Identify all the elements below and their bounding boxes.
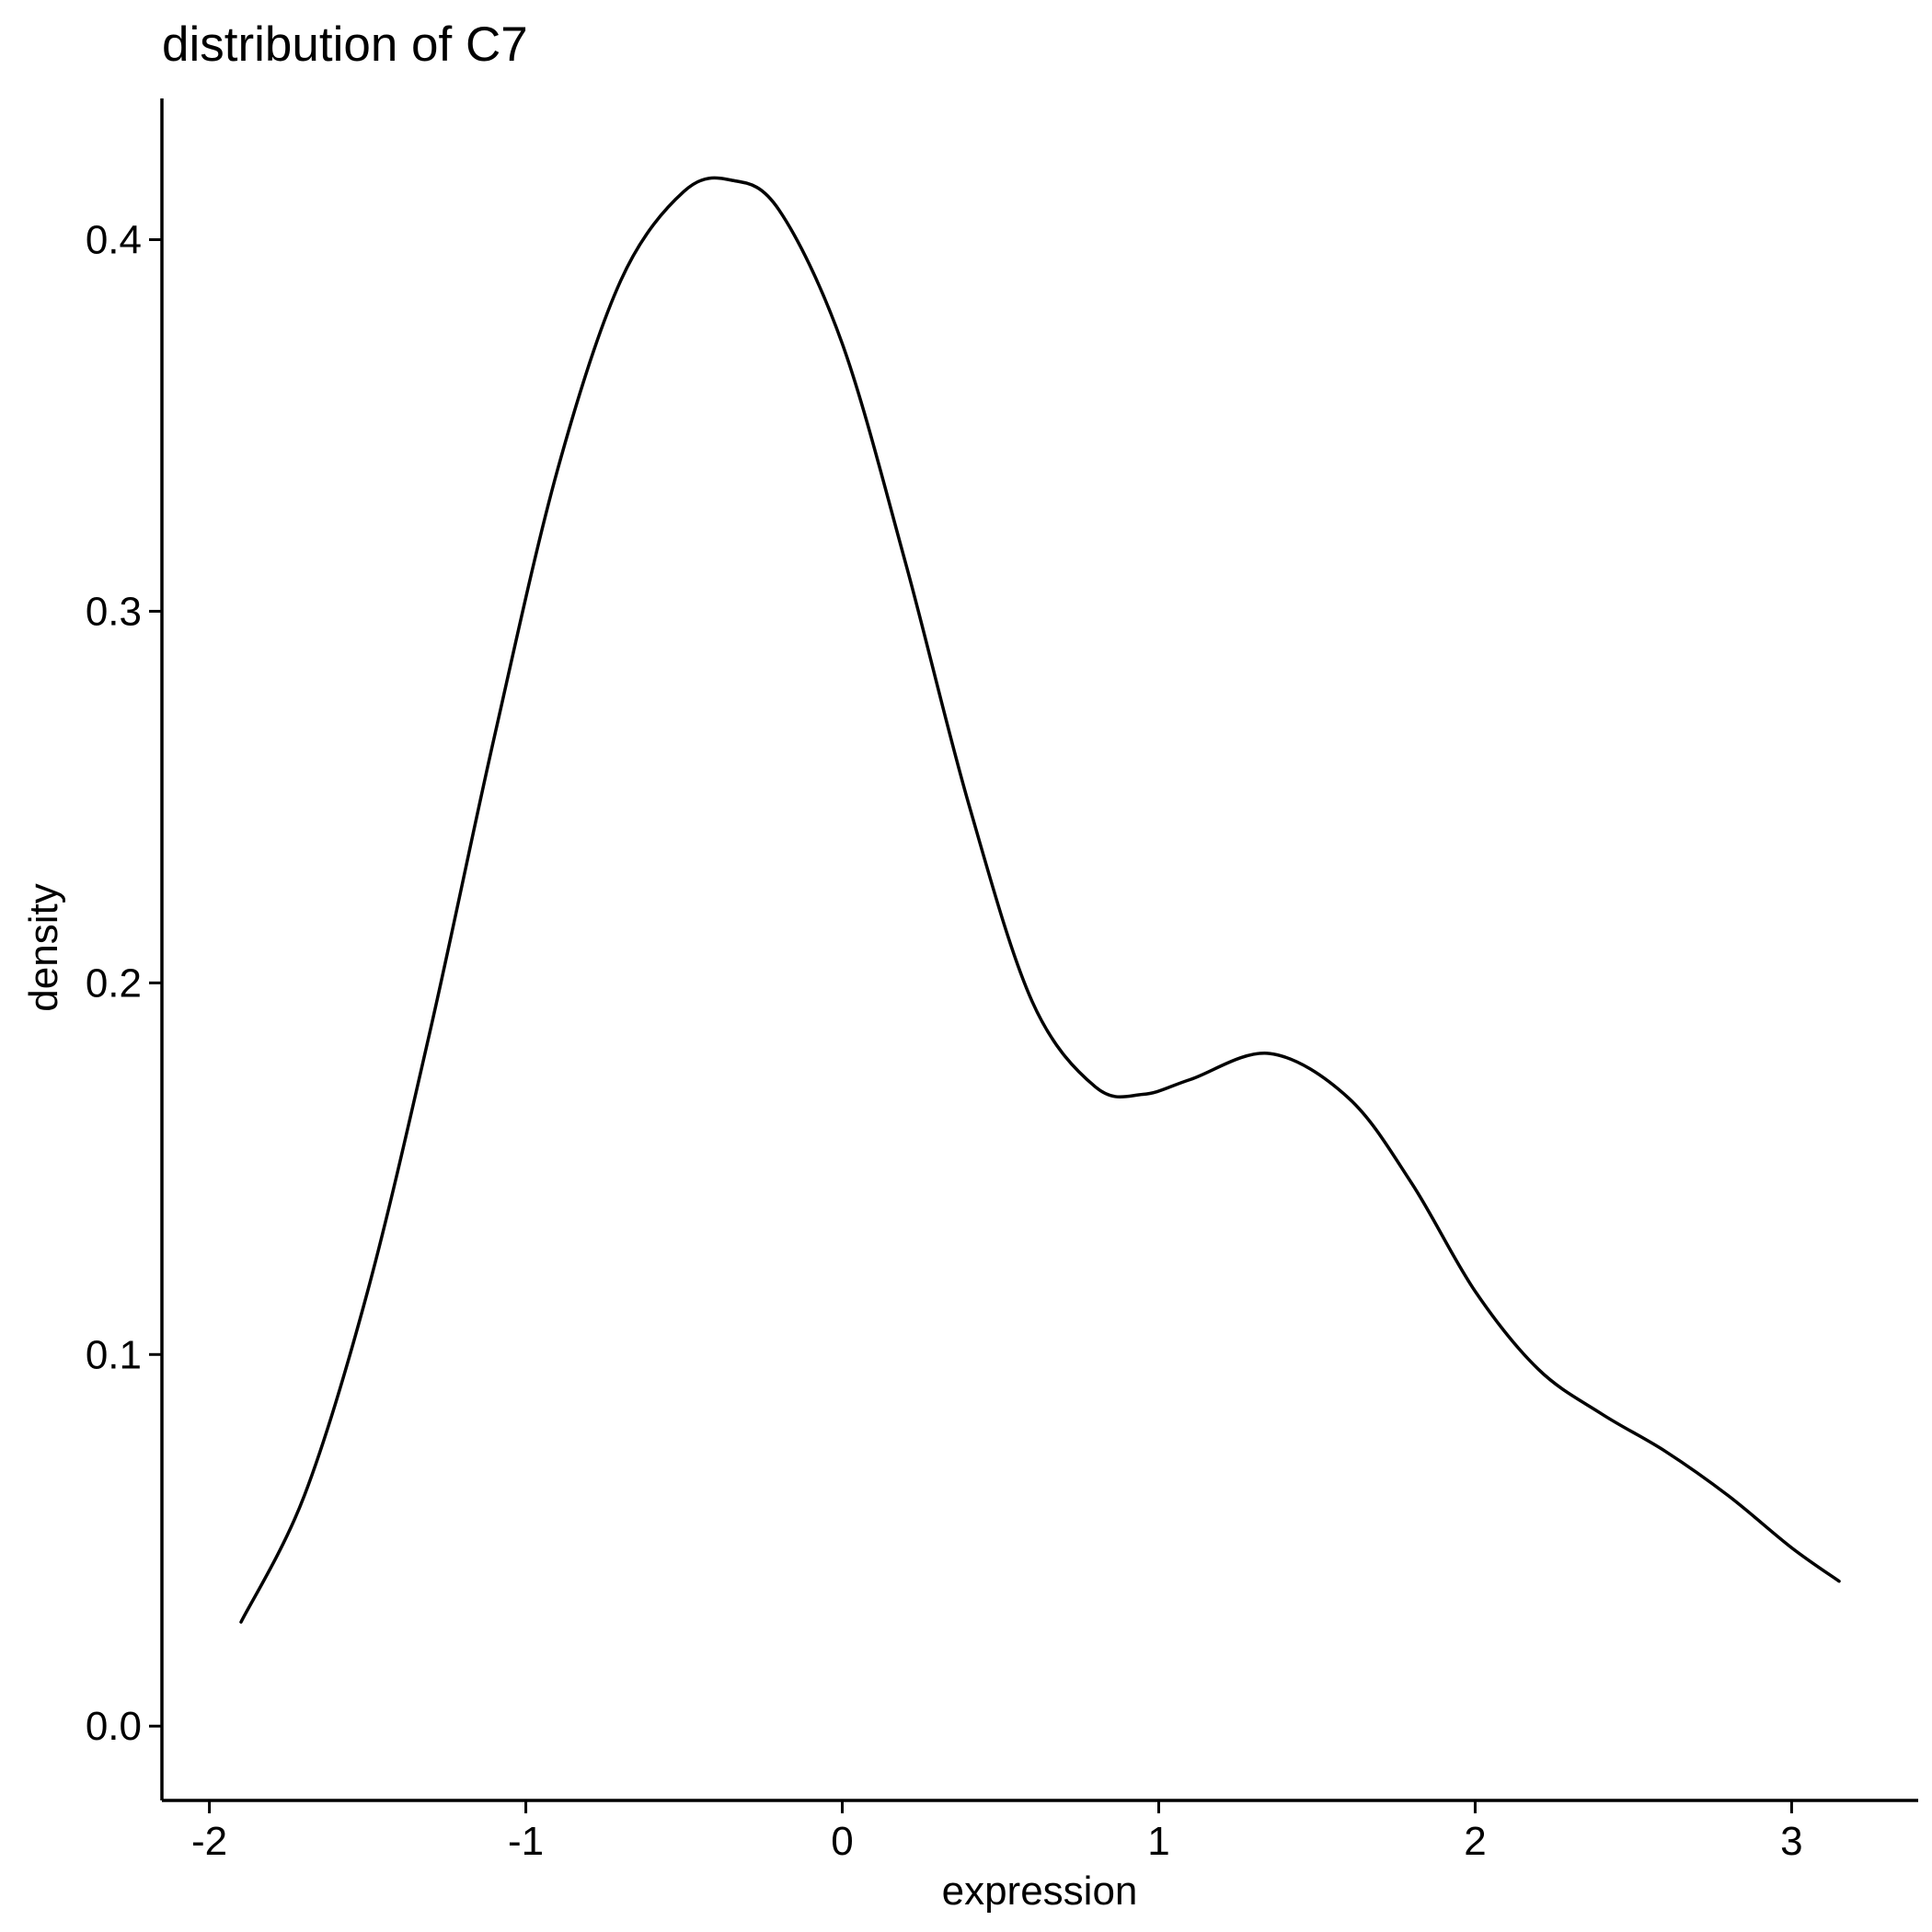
x-tick-label: 1 <box>1147 1819 1169 1864</box>
y-axis: 0.0 0.1 0.2 0.3 0.4 <box>86 98 164 1800</box>
x-tick-label: 3 <box>1780 1819 1802 1864</box>
x-axis-label: expression <box>942 1869 1138 1914</box>
y-tick-label: 0.1 <box>86 1332 142 1377</box>
chart-title: distribution of C7 <box>162 17 528 72</box>
x-axis: -2 -1 0 1 2 3 <box>162 1799 1918 1864</box>
y-axis-label: density <box>21 883 66 1011</box>
y-tick-label: 0.2 <box>86 960 142 1006</box>
x-tick-label: -2 <box>191 1819 227 1864</box>
plot-area <box>239 176 1841 1624</box>
y-tick-label: 0.4 <box>86 217 142 262</box>
x-tick-label: 0 <box>831 1819 853 1864</box>
x-tick-label: 2 <box>1464 1819 1486 1864</box>
y-tick-label: 0.3 <box>86 589 142 634</box>
x-tick-label: -1 <box>508 1819 544 1864</box>
density-curve <box>239 176 1841 1624</box>
y-tick-label: 0.0 <box>86 1704 142 1749</box>
